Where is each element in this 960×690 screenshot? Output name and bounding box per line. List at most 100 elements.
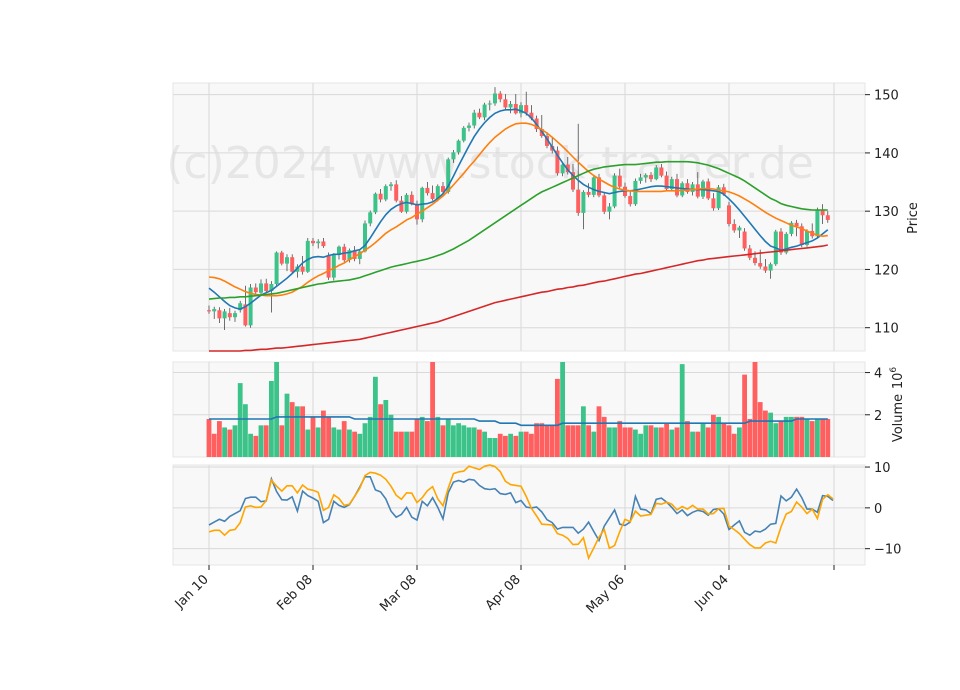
volume-bar [435,416,441,457]
volume-bar [804,419,810,457]
volume-bar [352,431,357,457]
candle-body [586,191,591,195]
volume-bars [206,362,831,457]
candle-body [212,309,217,312]
candle-body [607,206,612,212]
volume-bar [227,429,233,457]
x-tick-label: Apr 08 [483,572,524,613]
volume-bar [336,429,342,457]
volume-bar [243,404,248,457]
volume-bar [674,427,680,457]
volume-bar [560,362,565,457]
candle-body [316,241,321,244]
candle-body [259,283,263,293]
candle-body [238,303,243,311]
candle-body [311,240,315,244]
candle-body [326,256,331,278]
volume-bar [752,362,758,457]
volume-bar [414,419,420,457]
volume-bar [367,416,373,457]
volume-bar [419,416,425,457]
candle-body [456,140,461,153]
candle-body [784,233,789,253]
candle-body [409,194,414,205]
volume-axis-label: Volume [891,394,906,442]
volume-bar [279,425,285,457]
volume-bar [700,423,706,457]
volume-bar [362,423,368,457]
volume-bar [295,406,300,457]
candle-body [269,284,274,291]
volume-bar [581,406,586,457]
candle-body [711,198,716,209]
volume-bar [716,416,721,457]
volume-bar [466,427,472,457]
candle-body [825,215,830,220]
volume-bar [497,433,503,457]
volume-bar [783,416,789,457]
volume-bar [601,416,607,457]
volume-bar [237,383,243,457]
volume-bar [627,427,633,457]
candle-body [290,257,295,272]
candle-body [378,193,383,200]
candle-body [758,263,763,267]
volume-bar [664,423,669,457]
volume-bar [809,421,815,457]
volume-bar [341,421,347,457]
candle-body [732,223,737,231]
volume-bar [399,431,404,457]
candle-body [441,186,445,192]
volume-bar [737,427,742,457]
volume-bar [825,419,831,457]
volume-bar [300,406,305,457]
candle-body [633,180,638,205]
volume-bar [726,425,732,457]
volume-bar [347,429,352,457]
volume-bar [258,425,264,457]
volume-bar [539,423,545,457]
volume-bar [534,423,539,457]
candle-body [685,183,690,192]
volume-bar [643,425,649,457]
candle-body [654,167,659,180]
volume-bar [409,431,415,457]
volume-bar [757,402,763,457]
volume-bar [529,433,534,457]
volume-bar [768,412,773,457]
volume-bar [794,416,799,457]
volume-bar [274,362,279,457]
candle-body [482,104,487,118]
candle-body [321,241,326,247]
candle-body [789,222,794,234]
volume-bar [789,416,794,457]
volume-bar [773,423,779,457]
volume-bar [393,431,399,457]
volume-bar [799,416,805,457]
candle-body [285,257,289,264]
candle-body [545,136,549,146]
volume-bar [482,431,487,457]
x-tick-label: Feb 08 [274,572,316,614]
candle-body [399,200,404,212]
candle-body [300,266,305,272]
candle-body [643,175,648,178]
candle-body [430,193,435,199]
x-tick-label: May 06 [584,572,628,616]
candle-body [451,152,456,160]
candle-body [435,186,440,199]
candle-body [763,266,768,271]
y-tick-label: 4 [874,367,882,382]
volume-bar [555,378,560,457]
grid-layer [173,83,865,565]
volume-bar [659,427,664,457]
price-line-ma20 [208,122,828,297]
volume-line-volume-ma [209,416,828,427]
volume-bar [721,423,727,457]
candle-body [555,150,560,174]
candle-body [560,164,565,174]
x-tick-label: Mar 08 [377,572,420,615]
candle-body [524,105,529,113]
volume-bar [617,421,623,457]
volume-bar [383,400,389,457]
